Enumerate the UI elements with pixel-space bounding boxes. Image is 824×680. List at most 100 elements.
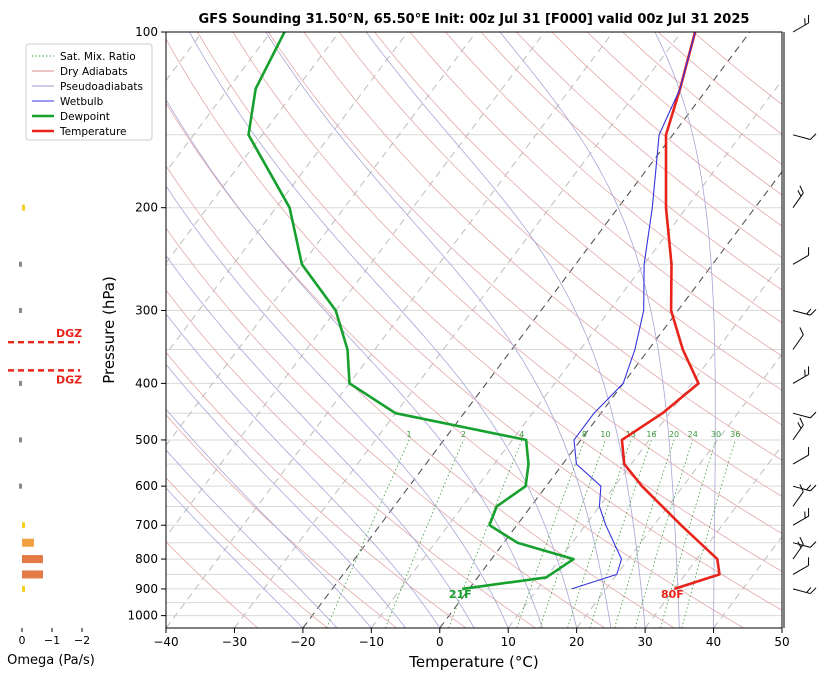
dry-adiabat — [166, 38, 782, 611]
pseudoadiabat — [166, 255, 475, 628]
dry-adiabat — [166, 102, 744, 628]
omega-bar — [22, 555, 43, 564]
x-tick-label: 0 — [436, 635, 444, 649]
isotherm-line — [166, 32, 477, 447]
x-tick-label: −40 — [153, 635, 178, 649]
dry-adiabat — [338, 32, 782, 426]
x-axis-label: Temperature (°C) — [408, 653, 538, 671]
dry-adiabat — [409, 32, 782, 357]
wind-barb — [792, 185, 804, 208]
x-tick-label: −10 — [359, 635, 384, 649]
wind-barb — [792, 447, 810, 465]
dry-adiabat — [480, 32, 782, 291]
dry-adiabat — [166, 165, 675, 628]
wind-barb — [792, 247, 810, 265]
pseudoadiabat — [166, 313, 441, 628]
y-tick-label: 200 — [135, 201, 158, 215]
x-tick-label: 20 — [569, 635, 584, 649]
y-tick-label: 900 — [135, 582, 158, 596]
wind-barb — [792, 133, 817, 140]
pseudoadiabat — [166, 487, 304, 628]
pseudoadiabat — [166, 449, 338, 628]
dewpoint-line — [247, 32, 575, 591]
omega-bar — [22, 585, 25, 592]
dry-adiabat — [166, 477, 328, 628]
y-axis-label: Pressure (hPa) — [100, 276, 118, 384]
temperature-line — [620, 32, 721, 591]
legend-entry: Dewpoint — [60, 111, 110, 123]
dgz-label: DGZ — [56, 327, 82, 340]
omega-bar — [22, 570, 43, 579]
wind-barb — [792, 327, 804, 350]
wind-barb — [792, 508, 810, 526]
dry-adiabat — [445, 32, 782, 324]
y-tick-label: 600 — [135, 479, 158, 493]
mixing-ratio-label: 4 — [519, 430, 524, 439]
omega-bar — [19, 483, 22, 489]
dry-adiabat — [166, 227, 606, 628]
x-tick-label: −20 — [290, 635, 315, 649]
omega-bar — [19, 307, 22, 313]
wind-barb — [792, 587, 817, 595]
legend-entry: Dry Adiabats — [60, 66, 128, 78]
wind-barb — [792, 14, 810, 33]
isotherm-line — [234, 32, 682, 628]
isotherm-line — [302, 32, 751, 628]
pseudoadiabat — [166, 363, 406, 628]
wind-barb — [792, 308, 817, 316]
omega-tick-label: 0 — [19, 634, 26, 647]
freezing-isotherm — [439, 170, 782, 628]
mixing-ratio-line — [448, 439, 523, 628]
wind-barb — [792, 417, 804, 441]
mixing-ratio-line — [567, 439, 632, 628]
wind-barb — [792, 536, 804, 560]
dry-adiabat — [303, 32, 782, 461]
pseudoadiabat — [166, 408, 372, 628]
mixing-ratio-line — [516, 439, 585, 628]
mixing-ratio-label: 36 — [730, 430, 740, 439]
wind-barb — [792, 366, 810, 384]
omega-bar — [22, 204, 25, 211]
y-tick-label: 300 — [135, 303, 158, 317]
y-tick-label: 700 — [135, 518, 158, 532]
y-tick-label: 100 — [135, 25, 158, 39]
omega-tick-label: −1 — [44, 634, 60, 647]
y-tick-label: 1000 — [127, 609, 158, 623]
dry-adiabat — [166, 541, 259, 628]
legend-box — [25, 43, 153, 141]
legend-entry: Wetbulb — [60, 96, 104, 108]
isotherm-line — [166, 32, 409, 356]
mixing-ratio-line — [384, 439, 464, 628]
pseudoadiabat — [654, 32, 716, 628]
isotherm-line — [576, 353, 782, 628]
y-tick-label: 400 — [135, 376, 158, 390]
pseudoadiabat — [166, 98, 543, 628]
omega-bar — [22, 538, 34, 547]
dry-adiabat — [232, 32, 782, 535]
mixing-ratio-line — [326, 439, 410, 628]
y-tick-label: 800 — [135, 552, 158, 566]
mixing-ratio-label: 10 — [600, 430, 610, 439]
chart-title: GFS Sounding 31.50°N, 65.50°E Init: 00z … — [199, 12, 750, 27]
omega-axis-label: Omega (Pa/s) — [7, 653, 95, 668]
pseudoadiabat — [265, 32, 612, 628]
mixing-ratio-label: 2 — [461, 430, 466, 439]
mixing-ratio-line — [614, 439, 675, 628]
mixing-ratio-label: 16 — [646, 430, 656, 439]
y-tick-label: 500 — [135, 433, 158, 447]
wind-barb — [792, 484, 804, 507]
pseudoadiabat — [365, 32, 646, 628]
x-tick-label: −30 — [222, 635, 247, 649]
dry-adiabat — [267, 32, 782, 498]
wind-barb — [792, 541, 817, 548]
mixing-ratio-line — [634, 439, 694, 628]
plot-frame — [165, 31, 783, 629]
isotherm-line — [507, 262, 782, 628]
x-tick-label: 40 — [706, 635, 721, 649]
mixing-ratio-line — [539, 439, 606, 628]
isotherm-line — [166, 32, 545, 538]
omega-bar — [19, 380, 22, 386]
dry-adiabat — [197, 32, 782, 572]
mixing-ratio-label: 20 — [669, 430, 679, 439]
